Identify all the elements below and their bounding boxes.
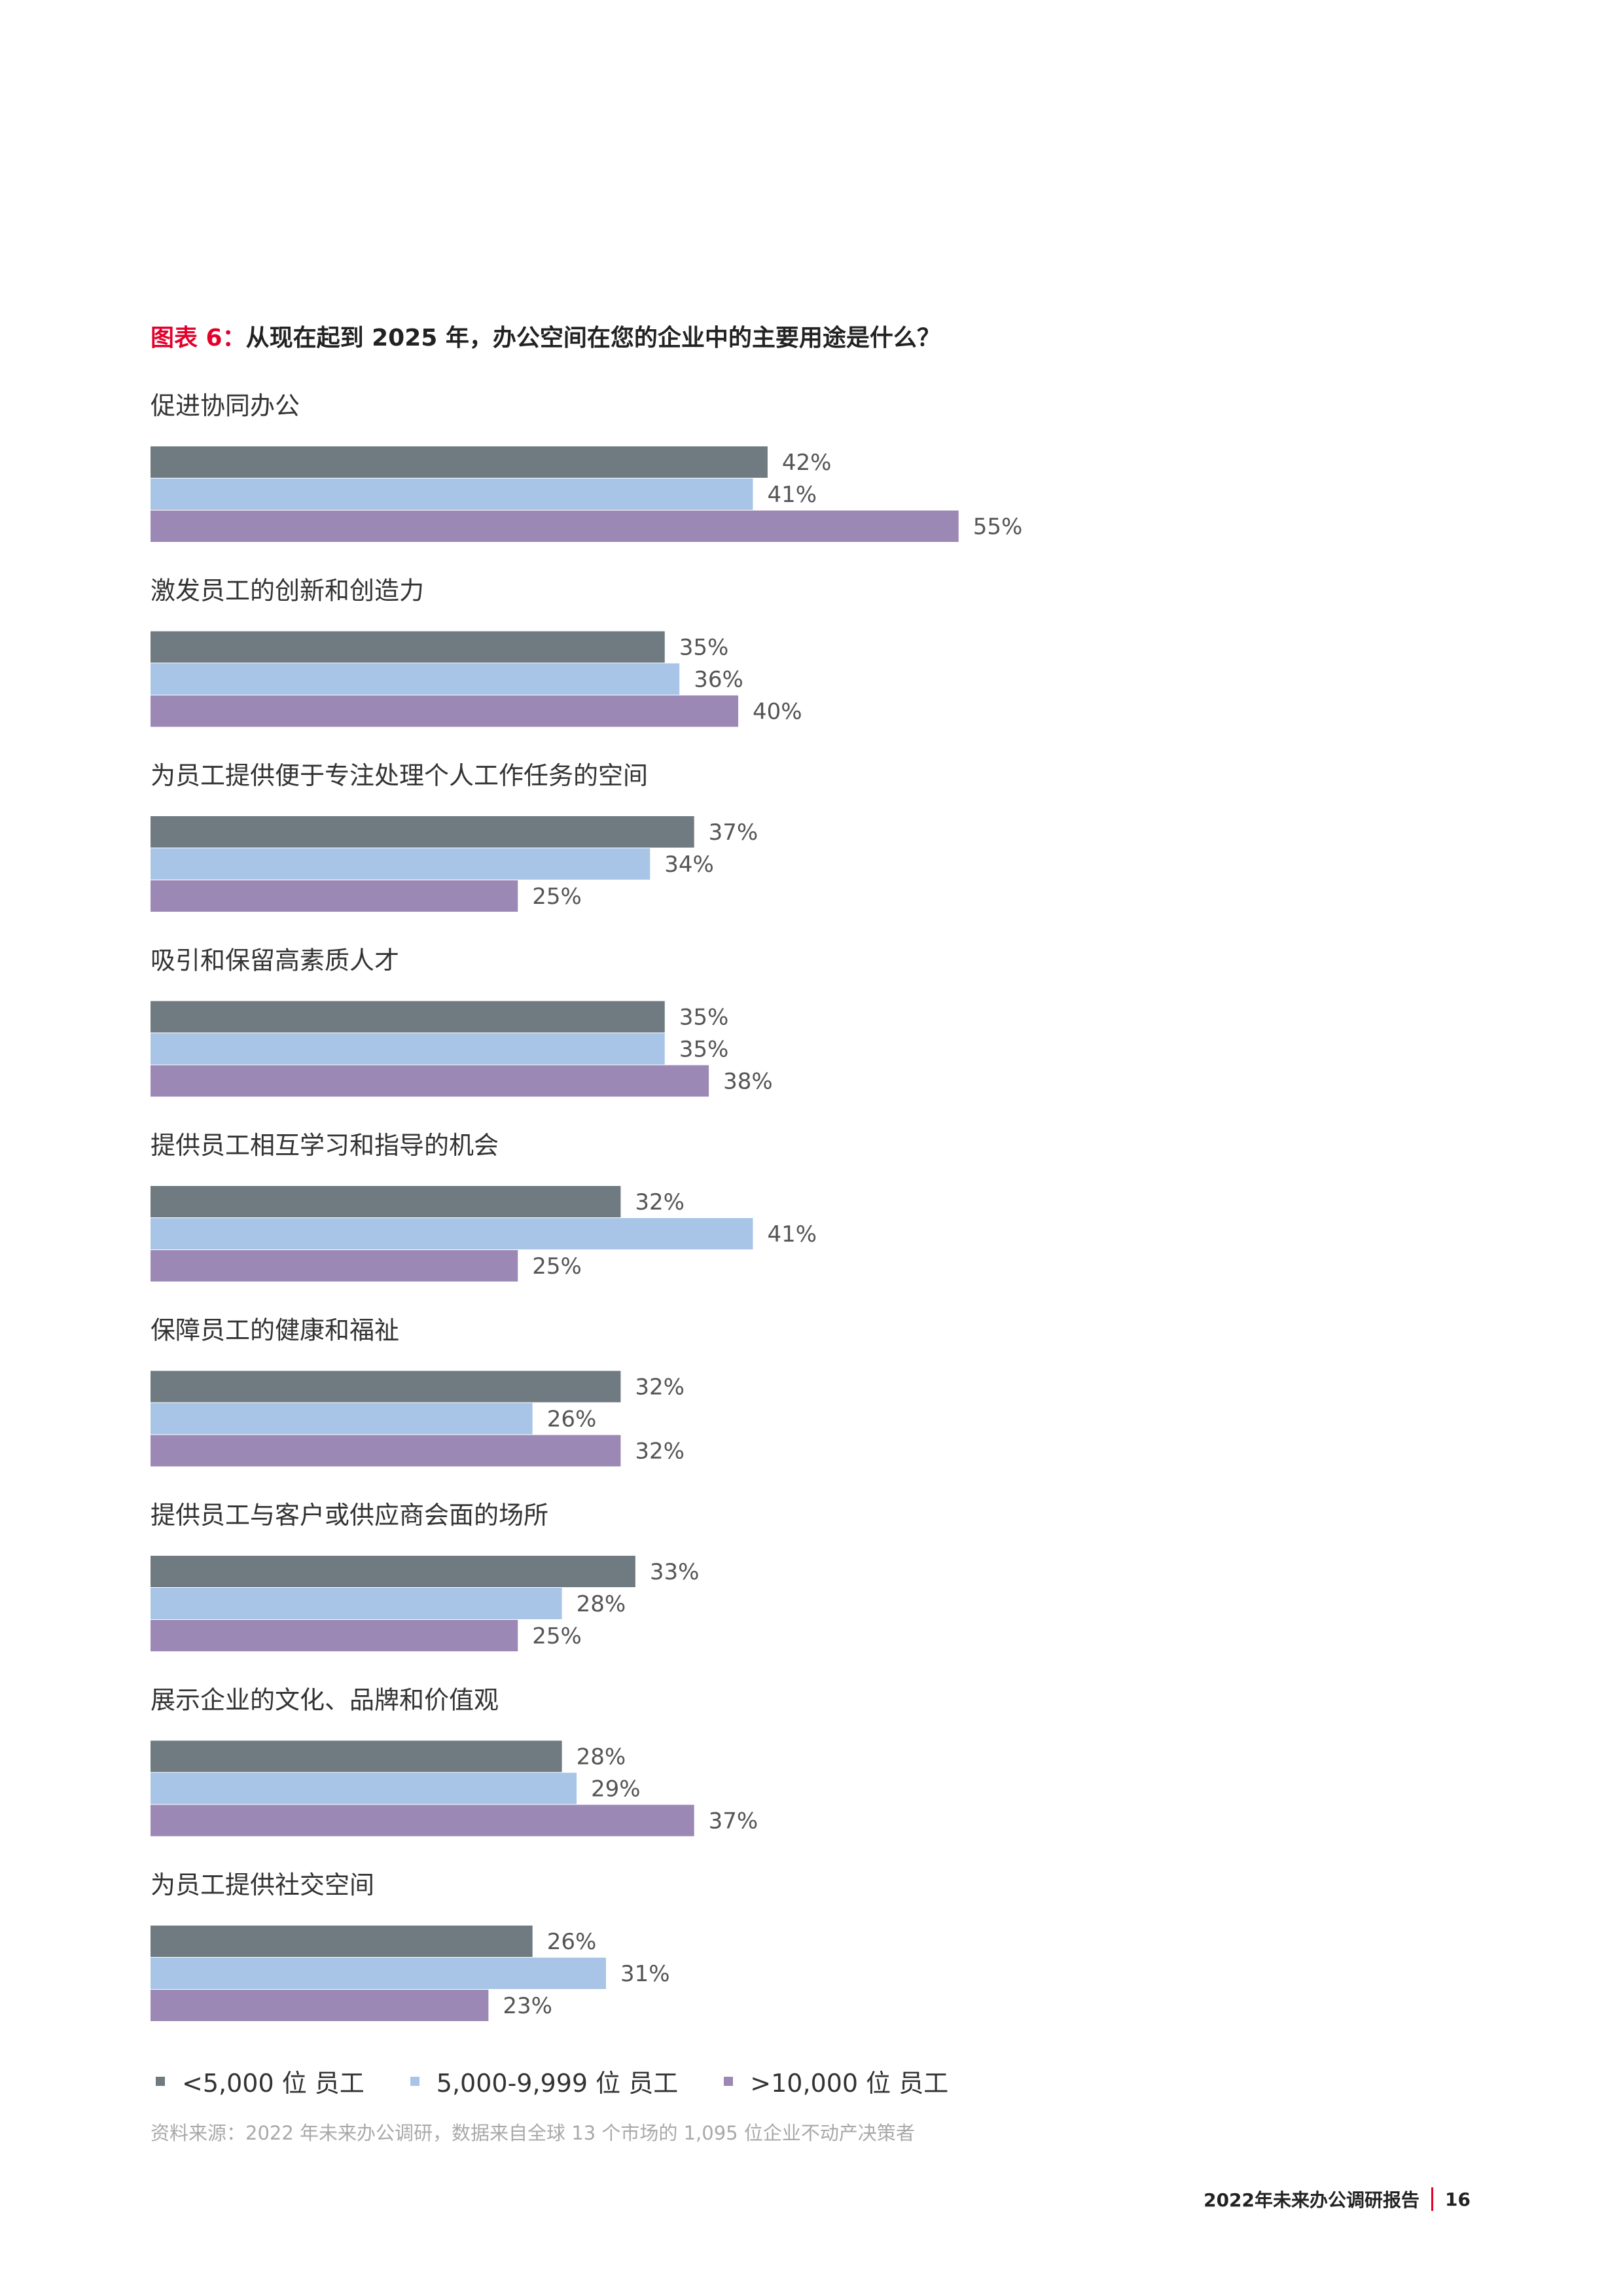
value-label: 28%: [577, 1591, 626, 1617]
value-label: 35%: [679, 1005, 729, 1031]
bar-medium: [151, 1403, 533, 1435]
bar-medium: [151, 1958, 606, 1989]
value-label: 25%: [532, 1623, 582, 1649]
value-label: 32%: [635, 1439, 685, 1465]
value-label: 35%: [679, 1037, 729, 1063]
value-label: 26%: [547, 1407, 597, 1433]
figure-question: 从现在起到 2025 年，办公空间在您的企业中的主要用途是什么？: [245, 325, 940, 351]
category-label: 吸引和保留高素质人才: [151, 946, 399, 975]
bar-small: [151, 1371, 621, 1403]
category-label: 展示企业的文化、品牌和价值观: [151, 1686, 499, 1715]
bar-large: [151, 511, 959, 542]
value-label: 33%: [650, 1559, 700, 1585]
page-footer: 2022年未来办公调研报告 16: [1204, 2186, 1471, 2212]
value-label: 37%: [709, 1808, 758, 1835]
bar-small: [151, 1001, 665, 1033]
category-label: 促进协同办公: [151, 391, 300, 420]
bar-small: [151, 446, 768, 478]
value-label: 28%: [577, 1744, 626, 1770]
value-label: 26%: [547, 1929, 597, 1955]
legend-swatch-large: [724, 2076, 734, 2086]
chart-legend: <5,000 位 员工 5,000-9,999 位 员工 >10,000 位 员…: [156, 2063, 994, 2099]
bar-large: [151, 1065, 709, 1097]
bar-small: [151, 1740, 562, 1772]
value-label: 35%: [679, 635, 729, 661]
bar-large: [151, 1620, 518, 1651]
value-label: 34%: [664, 852, 714, 878]
category-label: 激发员工的创新和创造力: [151, 577, 424, 605]
bar-small: [151, 1556, 635, 1587]
category-label: 为员工提供社交空间: [151, 1871, 374, 1899]
legend-swatch-medium: [410, 2076, 419, 2086]
category-label: 提供员工与客户或供应商会面的场所: [151, 1501, 548, 1530]
figure-title: 图表 6：从现在起到 2025 年，办公空间在您的企业中的主要用途是什么？: [151, 319, 940, 353]
figure-label: 图表 6：: [151, 325, 246, 351]
footer-separator: [1431, 2187, 1434, 2211]
value-label: 25%: [532, 1253, 582, 1280]
category-label: 为员工提供便于专注处理个人工作任务的空间: [151, 761, 648, 790]
value-label: 38%: [723, 1069, 773, 1095]
value-label: 32%: [635, 1374, 685, 1401]
value-label: 40%: [753, 699, 802, 725]
legend-item-large: >10,000 位 员工: [724, 2063, 948, 2099]
bar-chart: 促进协同办公 42% 41% 55% 激发员工的创新和创造力 35% 36% 40% 为员工提供…: [151, 391, 1023, 2021]
bar-large: [151, 880, 518, 912]
page-number: 16: [1445, 2188, 1471, 2210]
legend-swatch-small: [156, 2076, 165, 2086]
bar-medium: [151, 1033, 665, 1065]
category-label: 保障员工的健康和福祉: [151, 1316, 399, 1345]
value-label: 41%: [767, 482, 817, 508]
bar-medium: [151, 1772, 577, 1804]
value-label: 31%: [620, 1961, 670, 1987]
bar-large: [151, 1804, 694, 1837]
value-label: 23%: [503, 1993, 552, 2019]
bar-medium: [151, 848, 651, 880]
value-label: 55%: [973, 514, 1023, 540]
report-title: 2022年未来办公调研报告: [1204, 2189, 1420, 2211]
bar-large: [151, 1435, 621, 1467]
legend-label-small: <5,000 位 员工: [182, 2069, 365, 2098]
value-label: 29%: [591, 1776, 641, 1803]
bar-small: [151, 816, 694, 848]
bar-large: [151, 1990, 489, 2021]
bar-large: [151, 695, 738, 727]
bar-medium: [151, 1218, 753, 1249]
bar-medium: [151, 663, 680, 695]
value-label: 32%: [635, 1189, 685, 1215]
bar-small: [151, 1926, 533, 1957]
value-label: 41%: [767, 1221, 817, 1247]
bar-small: [151, 1186, 621, 1217]
legend-item-small: <5,000 位 员工: [156, 2063, 365, 2099]
source-note: 资料来源：2022 年未来办公调研，数据来自全球 13 个市场的 1,095 位…: [151, 2122, 915, 2144]
legend-label-medium: 5,000-9,999 位 员工: [436, 2069, 679, 2098]
bar-large: [151, 1250, 518, 1282]
bar-small: [151, 631, 665, 663]
value-label: 42%: [782, 450, 832, 476]
value-label: 25%: [532, 884, 582, 910]
bar-medium: [151, 1588, 562, 1619]
legend-item-medium: 5,000-9,999 位 员工: [410, 2063, 678, 2099]
bar-medium: [151, 478, 753, 510]
category-label: 提供员工相互学习和指导的机会: [151, 1131, 499, 1160]
value-label: 36%: [694, 667, 743, 693]
legend-label-large: >10,000 位 员工: [750, 2069, 949, 2098]
value-label: 37%: [709, 819, 758, 846]
